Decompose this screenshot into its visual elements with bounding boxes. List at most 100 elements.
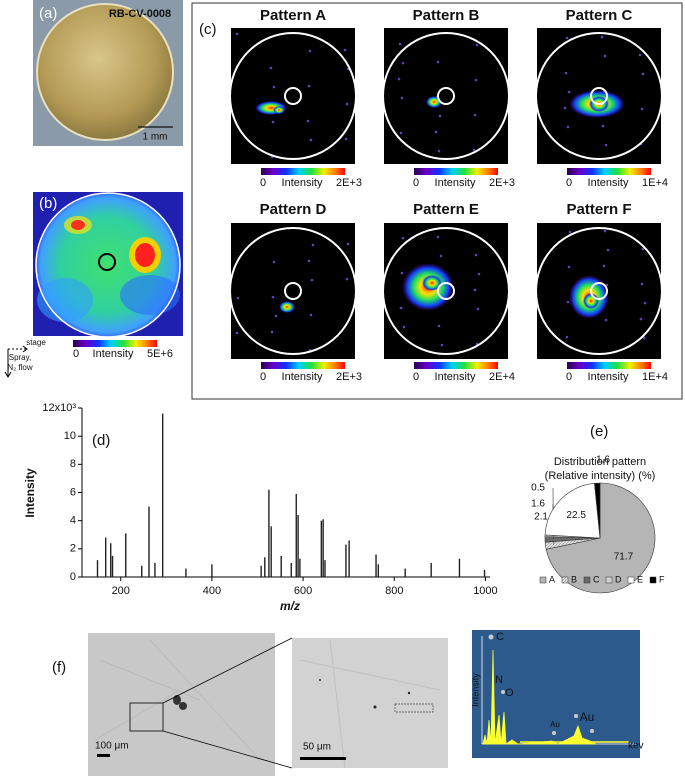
noise-dot bbox=[475, 79, 478, 82]
legend-label: F bbox=[659, 574, 665, 584]
noise-dot bbox=[398, 78, 401, 81]
noise-dot bbox=[307, 120, 310, 123]
photo-a: (a) RB-CV-0008 1 mm bbox=[33, 0, 183, 146]
colorbar-min: 0 bbox=[413, 371, 419, 383]
pattern-image bbox=[231, 223, 355, 359]
pattern-title: Pattern F bbox=[566, 201, 631, 218]
noise-dot bbox=[604, 230, 607, 233]
eds-x-label: kev bbox=[628, 741, 644, 752]
noise-dot bbox=[564, 107, 567, 110]
noise-dot bbox=[399, 43, 402, 46]
noise-dot bbox=[402, 237, 405, 240]
noise-dot bbox=[401, 272, 404, 275]
panel-label: (b) bbox=[39, 195, 57, 212]
noise-dot bbox=[271, 331, 274, 334]
y-tick-label: 6 bbox=[70, 486, 76, 498]
noise-dot bbox=[308, 85, 311, 88]
colorbar-title: Intensity bbox=[588, 177, 629, 189]
colorbar-title: Intensity bbox=[588, 371, 629, 383]
colorbar-min: 0 bbox=[260, 177, 266, 189]
legend-label: E bbox=[637, 574, 643, 584]
noise-dot bbox=[237, 297, 240, 300]
colorbar bbox=[567, 168, 651, 175]
heatmap-b: (b) 0 Intensity 5E+6 stage Spray, N₂ flo… bbox=[5, 192, 183, 377]
scale-label: 1 mm bbox=[143, 132, 168, 143]
y-tick-label: 12x10³ bbox=[42, 402, 76, 414]
noise-dot bbox=[438, 325, 441, 328]
noise-dot bbox=[639, 54, 642, 57]
colorbar-max: 5E+6 bbox=[147, 348, 173, 360]
noise-dot bbox=[437, 61, 440, 64]
eds-y-label: Intensity bbox=[470, 673, 480, 707]
pattern-title: Pattern D bbox=[260, 201, 327, 218]
noise-dot bbox=[308, 260, 311, 263]
colorbar-title: Intensity bbox=[435, 371, 476, 383]
panel-label: (a) bbox=[39, 5, 57, 22]
noise-dot bbox=[347, 243, 350, 246]
colorbar-min: 0 bbox=[73, 348, 79, 360]
noise-dot bbox=[568, 266, 571, 269]
signal-blob bbox=[583, 293, 599, 309]
spray-label: Spray, bbox=[9, 353, 32, 362]
noise-dot bbox=[400, 132, 403, 135]
noise-dot bbox=[567, 126, 570, 129]
noise-dot bbox=[439, 115, 442, 118]
noise-dot bbox=[309, 50, 312, 53]
legend-label: B bbox=[571, 574, 577, 584]
panel-label: (e) bbox=[590, 423, 608, 440]
noise-dot bbox=[310, 139, 313, 142]
scale-label: 100 μm bbox=[95, 741, 129, 752]
noise-dot bbox=[311, 279, 314, 282]
value-label: 1.6 bbox=[596, 455, 610, 466]
panel-f: (f) 100 μm 50 μm Intensity kev C N O Au … bbox=[52, 630, 644, 776]
colorbar-min: 0 bbox=[566, 177, 572, 189]
flow-label: N₂ flow bbox=[7, 363, 33, 372]
y-tick-label: 8 bbox=[70, 458, 76, 470]
x-tick-label: 1000 bbox=[473, 585, 497, 597]
noise-dot bbox=[440, 255, 443, 258]
noise-dot bbox=[641, 108, 644, 111]
noise-dot bbox=[346, 103, 349, 106]
eds-peak: Au bbox=[580, 710, 595, 724]
pattern-title: Pattern A bbox=[260, 7, 326, 24]
noise-dot bbox=[642, 73, 645, 76]
noise-dot bbox=[474, 114, 477, 117]
noise-dot bbox=[441, 344, 444, 347]
colorbar-title: Intensity bbox=[282, 177, 323, 189]
noise-dot bbox=[603, 265, 606, 268]
colorbar-min: 0 bbox=[413, 177, 419, 189]
panel-label: (f) bbox=[52, 659, 66, 676]
noise-dot bbox=[478, 273, 481, 276]
colorbar-title: Intensity bbox=[93, 348, 134, 360]
noise-dot bbox=[402, 62, 405, 65]
sample-id: RB-CV-0008 bbox=[109, 8, 171, 20]
legend-label: C bbox=[593, 574, 600, 584]
noise-dot bbox=[270, 67, 273, 70]
noise-dot bbox=[640, 318, 643, 321]
noise-dot bbox=[273, 86, 276, 89]
noise-dot bbox=[568, 91, 571, 94]
legend-swatch bbox=[606, 577, 612, 583]
noise-dot bbox=[437, 236, 440, 239]
colorbar-max: 2E+3 bbox=[489, 177, 515, 189]
value-label: 22.5 bbox=[566, 510, 586, 521]
noise-dot bbox=[476, 44, 479, 47]
eds-peak: N bbox=[495, 674, 503, 686]
eds-peak: O bbox=[505, 687, 514, 699]
x-tick-label: 600 bbox=[294, 585, 312, 597]
legend-label: A bbox=[549, 574, 555, 584]
stage-label: stage bbox=[26, 338, 46, 347]
y-tick-label: 2 bbox=[70, 543, 76, 555]
y-tick-label: 4 bbox=[70, 515, 76, 527]
eds-peak: C bbox=[496, 631, 504, 643]
noise-dot bbox=[601, 36, 604, 39]
colorbar-min: 0 bbox=[260, 371, 266, 383]
noise-dot bbox=[569, 231, 572, 234]
colorbar-max: 2E+4 bbox=[489, 371, 515, 383]
value-label: 0.5 bbox=[531, 483, 545, 494]
pattern-title: Pattern B bbox=[413, 7, 480, 24]
noise-dot bbox=[438, 150, 441, 153]
colorbar-max: 1E+4 bbox=[642, 177, 668, 189]
signal-blob bbox=[279, 301, 295, 313]
noise-dot bbox=[605, 319, 608, 322]
